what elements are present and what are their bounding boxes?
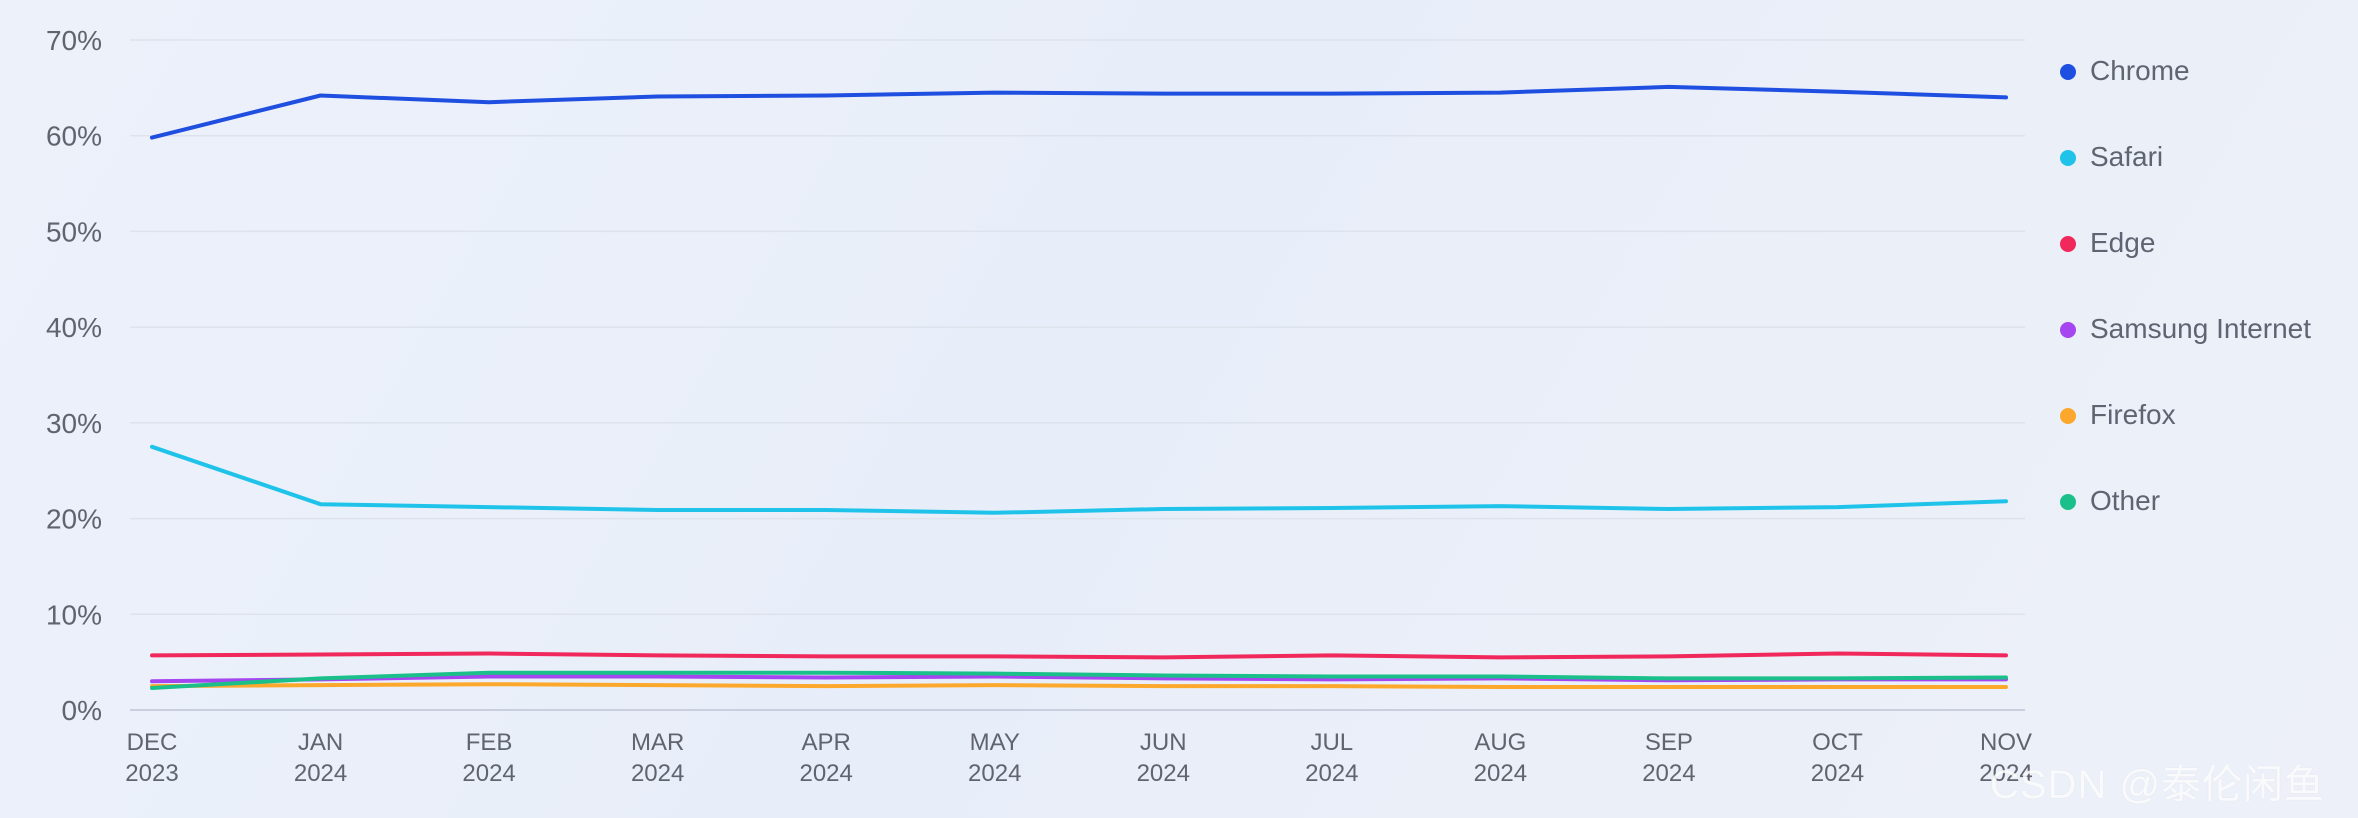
x-tick-month: SEP (1645, 729, 1693, 756)
y-tick-label: 70% (46, 25, 102, 56)
x-tick-year: 2024 (294, 760, 347, 787)
x-tick-month: NOV (1980, 729, 2032, 756)
legend-item-firefox: Firefox (2060, 396, 2350, 482)
legend-label: Safari (2090, 141, 2164, 172)
legend-dot (2060, 322, 2076, 338)
y-tick-label: 60% (46, 121, 102, 152)
y-tick-label: 10% (46, 599, 102, 630)
watermark: CSDN @泰伦闲鱼 (1990, 763, 2326, 807)
chart-legend: Chrome Safari Edge Samsung Internet Firefox O… (2060, 52, 2350, 568)
x-tick-month: JAN (298, 729, 343, 756)
y-tick-label: 0% (62, 695, 102, 726)
legend-item-safari: Safari (2060, 138, 2350, 224)
legend-dot (2060, 236, 2076, 252)
x-tick-year: 2024 (1137, 760, 1190, 787)
series-line-firefox (150, 682, 2008, 689)
y-tick-label: 40% (46, 312, 102, 343)
legend-dot (2060, 494, 2076, 510)
legend-dot (2060, 150, 2076, 166)
x-tick-year: 2024 (1979, 760, 2032, 787)
series-line-other (150, 670, 2008, 690)
x-tick-year: 2024 (462, 760, 515, 787)
legend-label: Edge (2090, 227, 2156, 258)
y-tick-label: 30% (46, 408, 102, 439)
x-tick-month: FEB (466, 729, 513, 756)
x-tick-month: JUL (1310, 729, 1353, 756)
y-tick-label: 50% (46, 216, 102, 247)
legend-label: Samsung Internet (2090, 313, 2312, 344)
legend-item-chrome: Chrome (2060, 52, 2350, 138)
series-line-chrome (150, 84, 2008, 140)
x-tick-year: 2024 (1474, 760, 1527, 787)
legend-label: Chrome (2090, 55, 2190, 86)
legend-label: Firefox (2090, 399, 2176, 430)
x-tick-year: 2023 (125, 760, 178, 787)
x-tick-month: APR (802, 729, 851, 756)
x-tick-year: 2024 (1811, 760, 1864, 787)
legend-dot (2060, 408, 2076, 424)
x-tick-month: JUN (1140, 729, 1187, 756)
legend-dot (2060, 64, 2076, 80)
x-tick-year: 2024 (799, 760, 852, 787)
legend-item-other: Other (2060, 482, 2350, 568)
x-tick-month: MAR (631, 729, 684, 756)
x-tick-year: 2024 (968, 760, 1021, 787)
series-line-edge (150, 651, 2008, 660)
x-tick-year: 2024 (631, 760, 684, 787)
x-tick-month: MAY (970, 729, 1020, 756)
x-tick-month: DEC (127, 729, 178, 756)
x-tick-month: OCT (1812, 729, 1863, 756)
x-tick-year: 2024 (1642, 760, 1695, 787)
x-tick-year: 2024 (1305, 760, 1358, 787)
series-line-safari (150, 444, 2008, 515)
x-tick-month: AUG (1474, 729, 1526, 756)
y-tick-label: 20% (46, 504, 102, 535)
legend-item-edge: Edge (2060, 224, 2350, 310)
legend-item-samsung-internet: Samsung Internet (2060, 310, 2350, 396)
legend-label: Other (2090, 485, 2161, 516)
